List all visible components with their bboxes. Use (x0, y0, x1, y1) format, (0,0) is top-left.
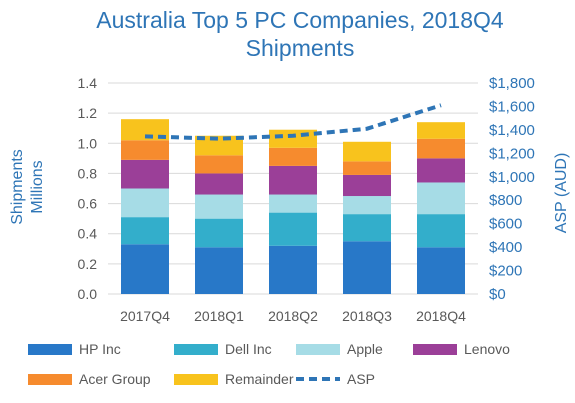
y2-tick-label: $600 (489, 216, 522, 233)
y-tick-label: 0.6 (78, 196, 98, 212)
y-tick-label: 1.2 (78, 105, 98, 121)
bar-segment (269, 194, 317, 213)
y2-tick-label: $200 (489, 263, 522, 280)
bar-segment (269, 212, 317, 246)
x-tick-label: 2018Q3 (342, 308, 392, 324)
legend-swatch (296, 344, 340, 355)
legend: HP Inc Dell Inc Apple Lenovo Acer Group Remai… (28, 341, 510, 387)
bar-segment (269, 147, 317, 166)
y2-tick-label: $1,600 (489, 98, 535, 115)
y-tick-label: 1.4 (78, 75, 98, 91)
bar-segment (121, 217, 169, 245)
y-tick-label: 0.0 (78, 286, 98, 302)
x-axis-ticks: 2017Q4 2018Q1 2018Q2 2018Q3 2018Q4 (120, 308, 466, 324)
y-tick-label: 0.8 (78, 165, 98, 181)
bar-segment (343, 214, 391, 242)
bar-segment (195, 173, 243, 195)
legend-label: HP Inc (79, 341, 121, 357)
bar-segment (343, 241, 391, 294)
y-axis-label-line1: Shipments (9, 149, 26, 225)
bar-segment (343, 141, 391, 162)
y2-tick-label: $400 (489, 239, 522, 256)
bar-segment (343, 196, 391, 215)
bar-segment (121, 140, 169, 160)
bar-segment (195, 155, 243, 174)
bar-segment (195, 218, 243, 248)
y2-tick-label: $800 (489, 192, 522, 209)
x-tick-label: 2018Q4 (416, 308, 466, 324)
y-axis-label-line2: Millions (29, 160, 46, 213)
legend-swatch (28, 374, 72, 385)
legend-label: Acer Group (79, 371, 151, 387)
bar-segment (195, 247, 243, 294)
y-tick-label: 1.0 (78, 135, 98, 151)
bar-segment (417, 182, 465, 215)
bar-segment (269, 129, 317, 148)
y-axis-ticks: 0.0 0.2 0.4 0.6 0.8 1.0 1.2 1.4 (78, 75, 98, 302)
bar-segment (121, 159, 169, 189)
legend-label: Lenovo (464, 341, 510, 357)
bar-segment (121, 244, 169, 294)
bar-segment (343, 161, 391, 175)
bar-segment (195, 194, 243, 219)
chart-title-line2: Shipments (246, 35, 355, 61)
y2-axis-ticks: $0 $200 $400 $600 $800 $1,000 $1,200 $1,400 $1,6… (489, 75, 535, 303)
legend-label: Apple (347, 341, 383, 357)
x-tick-label: 2018Q2 (268, 308, 318, 324)
bar-segment (417, 247, 465, 294)
y-tick-label: 0.4 (78, 226, 98, 242)
y-tick-label: 0.2 (78, 256, 98, 272)
y2-axis-label: ASP (AUD) (553, 153, 570, 234)
bar-segment (417, 158, 465, 183)
y2-tick-label: $1,400 (489, 122, 535, 139)
bars (121, 119, 465, 294)
bar-segment (417, 122, 465, 139)
legend-swatch (28, 344, 72, 355)
y2-tick-label: $1,800 (489, 75, 535, 92)
x-tick-label: 2017Q4 (120, 308, 170, 324)
bar-segment (417, 214, 465, 248)
legend-swatch (174, 344, 218, 355)
chart-title-line1: Australia Top 5 PC Companies, 2018Q4 (96, 7, 504, 33)
x-tick-label: 2018Q1 (194, 308, 244, 324)
bar-segment (269, 245, 317, 294)
asp-line (144, 103, 442, 141)
y2-tick-label: $1,200 (489, 145, 535, 162)
legend-label: ASP (347, 371, 375, 387)
bar-segment (195, 135, 243, 156)
legend-label: Remainder (225, 371, 294, 387)
legend-swatch (174, 374, 218, 385)
asp-line-path (144, 103, 442, 141)
y2-tick-label: $0 (489, 286, 506, 303)
bar-segment (121, 119, 169, 141)
bar-segment (343, 174, 391, 197)
bar-segment (121, 188, 169, 218)
y2-tick-label: $1,000 (489, 169, 535, 186)
legend-swatch (413, 344, 457, 355)
bar-segment (269, 165, 317, 195)
legend-label: Dell Inc (225, 341, 272, 357)
bar-segment (417, 138, 465, 159)
